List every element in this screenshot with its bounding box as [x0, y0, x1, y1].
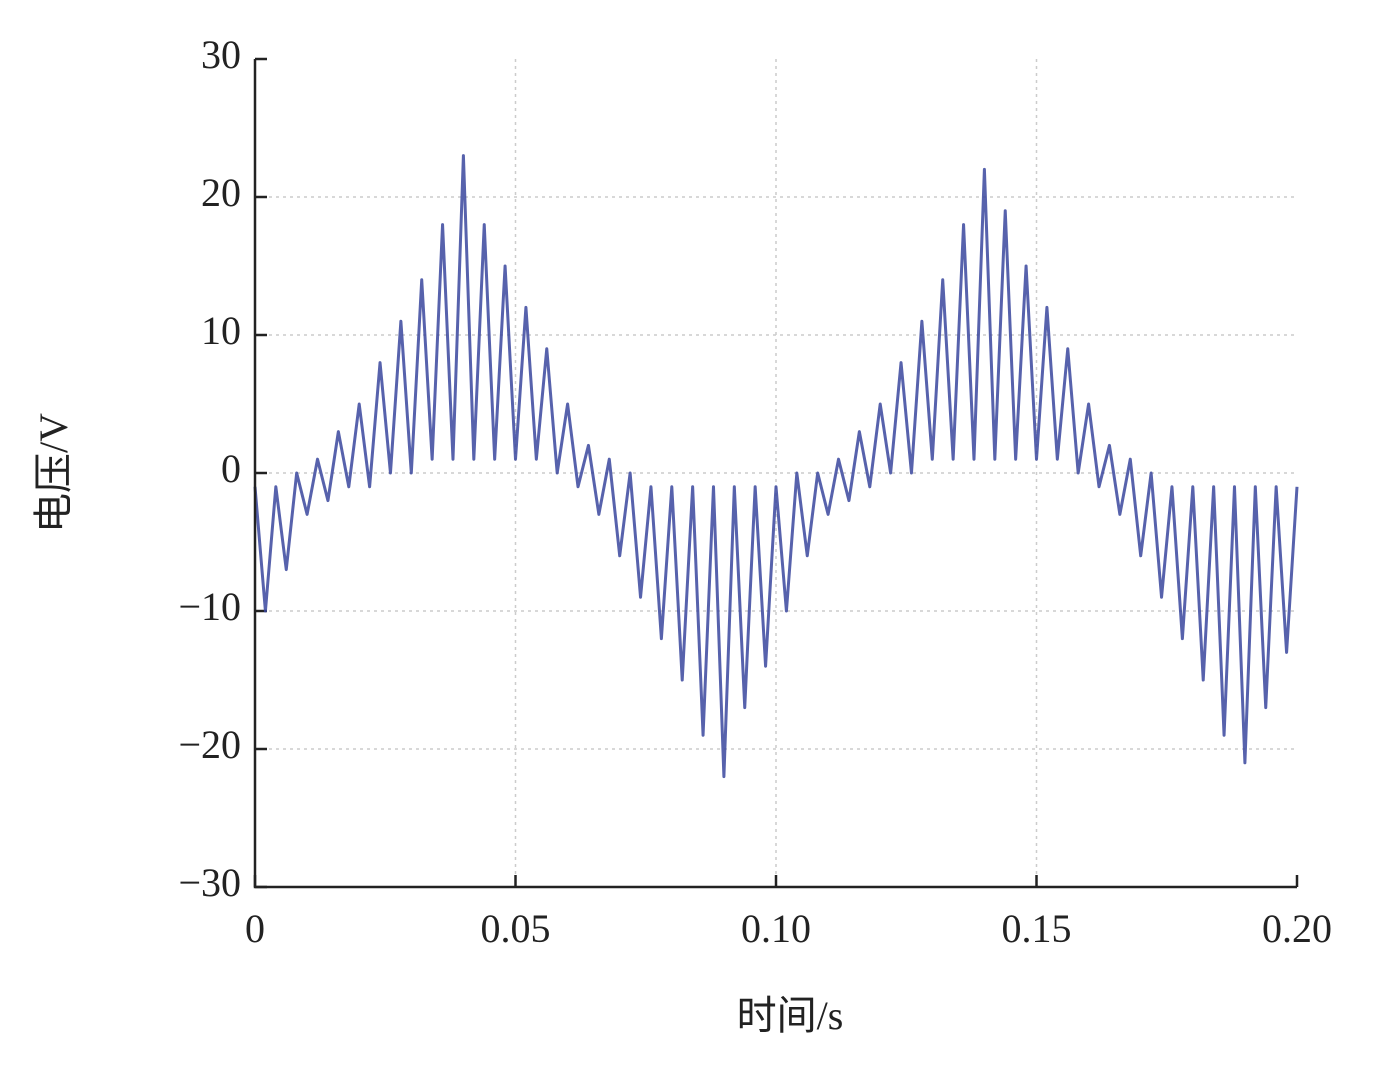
x-tick-label: 0.10: [741, 906, 811, 951]
y-tick-label: 10: [201, 308, 241, 353]
x-tick-label: 0.20: [1262, 906, 1332, 951]
y-tick-label: 20: [201, 170, 241, 215]
y-axis-label: 电压/V: [31, 413, 76, 533]
y-tick-label: 30: [201, 32, 241, 77]
y-tick-label: 0: [221, 446, 241, 491]
data-line: [253, 154, 1299, 779]
y-tick-label: −10: [178, 584, 241, 629]
axes: [253, 59, 1297, 889]
x-tick-label: 0.15: [1002, 906, 1072, 951]
x-axis-label: 时间/s: [737, 993, 844, 1038]
x-tick-label: 0.05: [481, 906, 551, 951]
x-tick-label: 0: [245, 906, 265, 951]
y-tick-label: −20: [178, 722, 241, 767]
y-tick-label: −30: [178, 860, 241, 905]
